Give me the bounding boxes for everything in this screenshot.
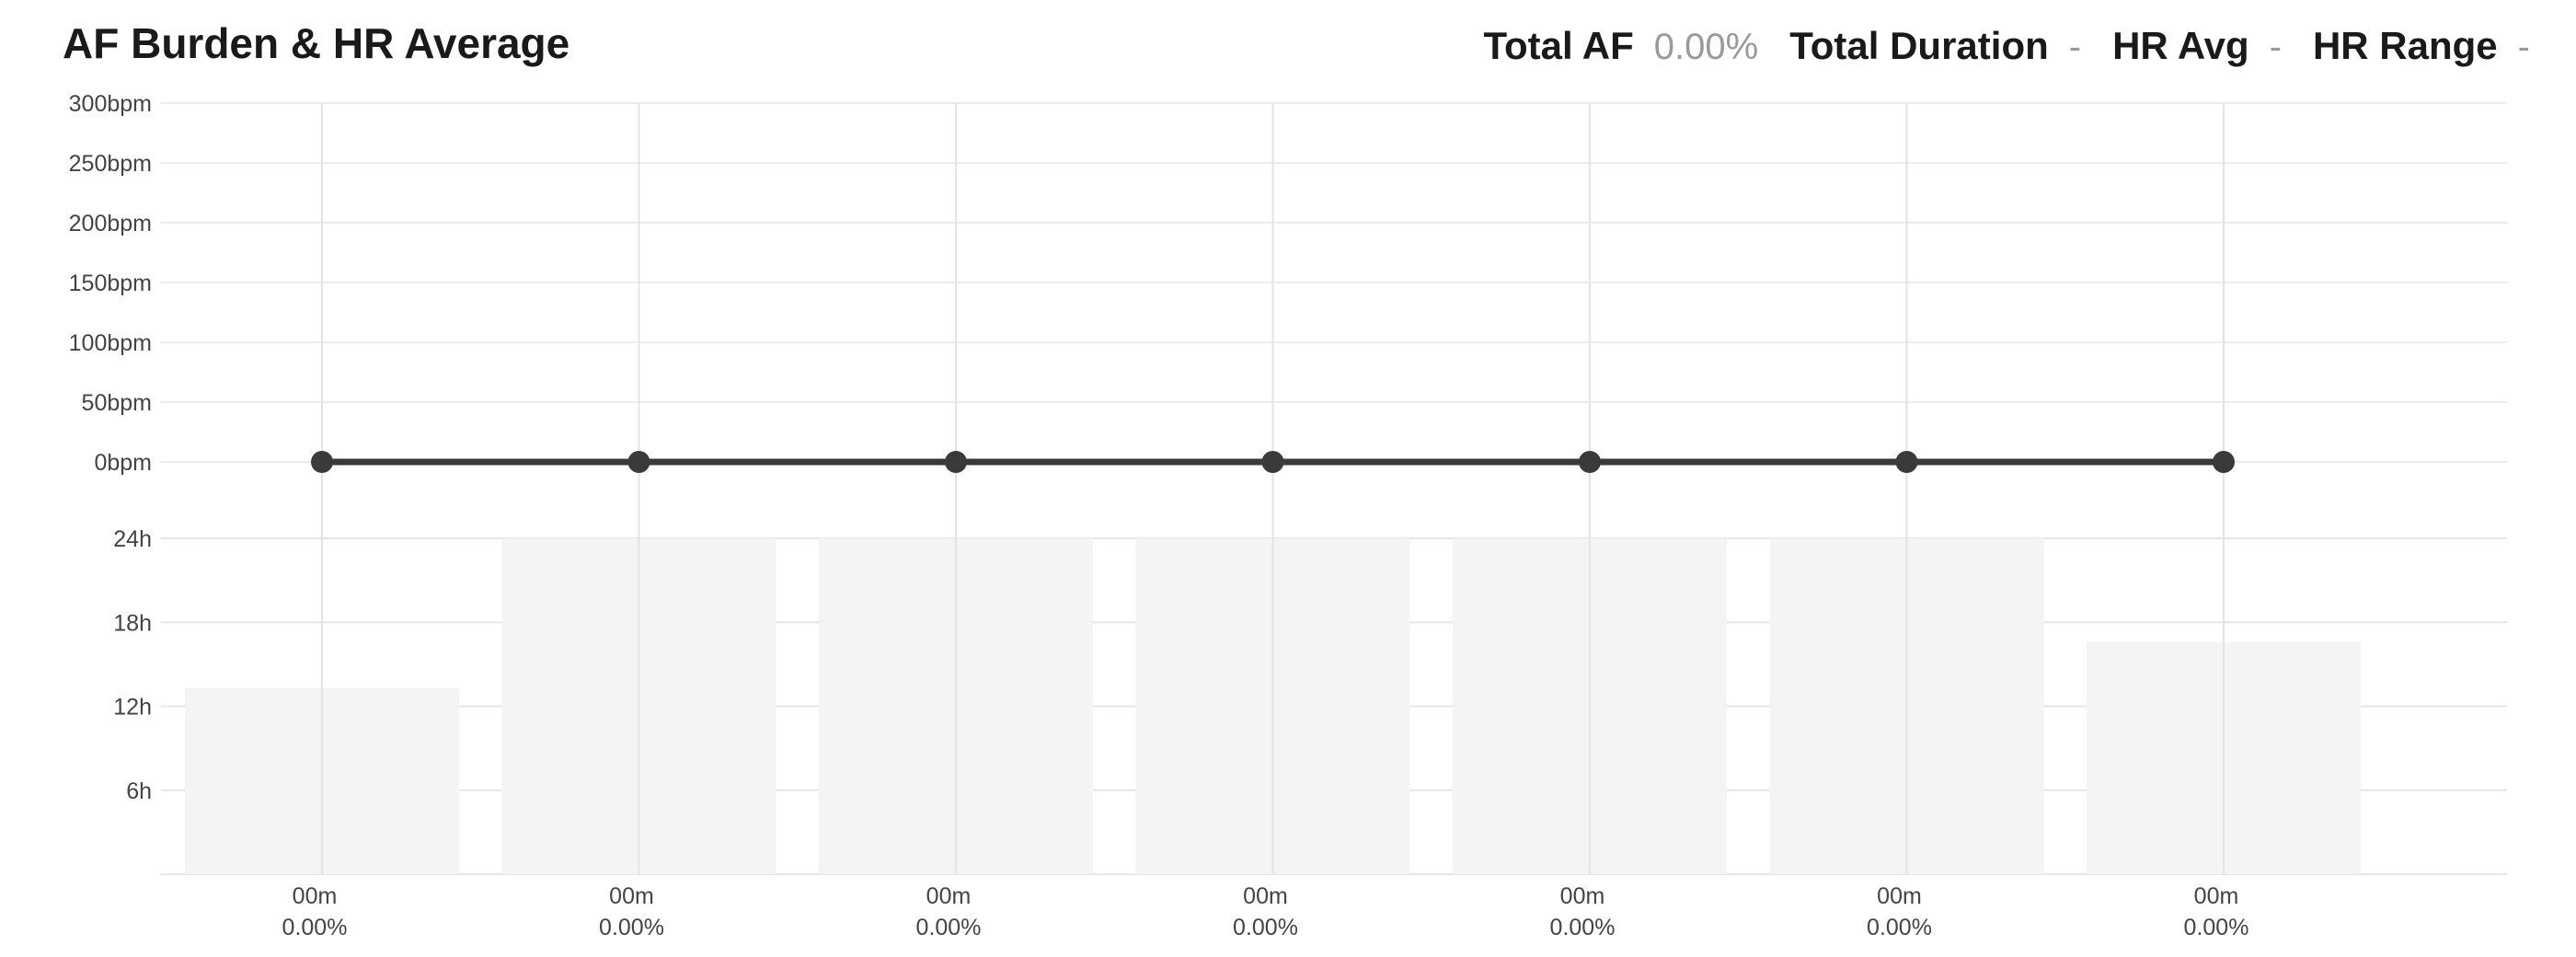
hr-data-point [1895,451,1918,473]
duration-label: 00m [1243,883,1288,909]
hr-data-point [311,451,333,473]
hr-tick-label: 150bpm [69,271,152,296]
duration-label: 00m [293,883,338,909]
hr-tick-label: 250bpm [69,151,152,177]
hr-data-point [627,451,650,473]
duration-label: 00m [926,883,972,909]
hr-data-point [945,451,967,473]
stat-hr-avg-value: - [2269,27,2282,67]
stat-total-af: Total AF 0.00% [1483,24,1758,68]
af-percent-label: 0.00% [282,915,348,940]
hr-grid [161,102,2507,463]
vertical-gridlines [321,103,2225,874]
hr-tick-label: 0bpm [94,450,152,476]
duration-label: 00m [609,883,654,909]
af-percent-label: 0.00% [1867,915,1932,940]
af-tick-label: 24h [113,526,152,552]
stat-total-duration-value: - [2068,27,2082,67]
af-tick-label: 18h [113,610,152,636]
y-axis-labels: 300bpm 250bpm 200bpm 150bpm 100bpm 50bpm 0bpm 2… [69,91,152,804]
stat-total-duration: Total Duration - [1789,24,2081,68]
hr-tick-label: 100bpm [69,330,152,356]
stat-hr-avg-label: HR Avg [2112,24,2249,67]
stat-total-af-value: 0.00% [1653,27,1759,67]
stat-total-duration-label: Total Duration [1789,24,2049,67]
af-percent-label: 0.00% [916,915,982,940]
stat-hr-range-value: - [2517,27,2530,67]
hr-tick-label: 200bpm [69,211,152,236]
hr-data-point [1579,451,1601,473]
chart-title: AF Burden & HR Average [63,19,570,67]
stat-total-af-label: Total AF [1483,24,1634,67]
summary-stats: Total AF 0.00% Total Duration - HR Avg -… [1483,24,2530,68]
hr-tick-label: 300bpm [69,91,152,117]
duration-label: 00m [2194,883,2239,909]
duration-label: 00m [1560,883,1605,909]
af-tick-label: 12h [113,695,152,721]
hr-data-point [1261,451,1284,473]
hr-tick-label: 50bpm [82,390,152,416]
hr-data-point [2213,451,2235,473]
af-tick-label: 6h [126,778,152,804]
stat-hr-range: HR Range - [2313,24,2530,68]
duration-label: 00m [1877,883,1922,909]
af-percent-label: 0.00% [2184,915,2249,940]
af-percent-label: 0.00% [599,915,664,940]
stat-hr-range-label: HR Range [2312,24,2498,67]
stat-hr-avg: HR Avg - [2112,24,2282,68]
af-percent-label: 0.00% [1233,915,1298,940]
x-axis-labels: 00m 00m 00m 00m 00m 00m 00m 0.00% 0.00% 0.00% 0.00… [282,883,2249,940]
hr-series [311,451,2235,473]
af-percent-label: 0.00% [1550,915,1616,940]
